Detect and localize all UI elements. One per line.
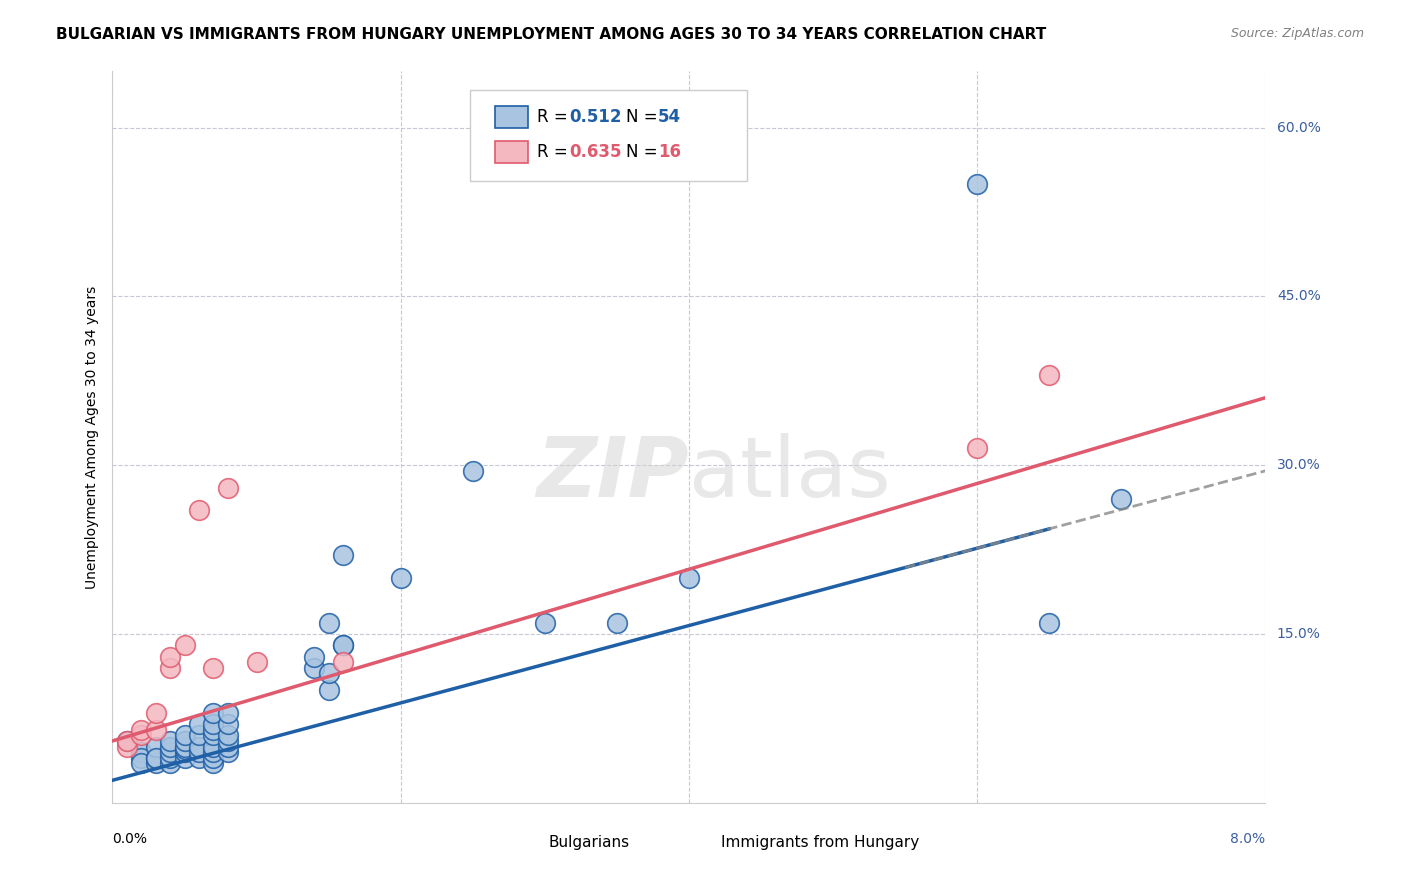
Point — [188, 503, 211, 517]
Point — [173, 728, 195, 742]
Point — [115, 734, 138, 748]
Text: N =: N = — [626, 143, 662, 161]
Point — [159, 649, 181, 664]
Point — [332, 638, 354, 652]
Point — [129, 745, 153, 759]
Point — [304, 661, 326, 675]
Point — [318, 615, 340, 630]
Text: Immigrants from Hungary: Immigrants from Hungary — [721, 835, 920, 850]
Point — [145, 751, 167, 765]
Point — [173, 638, 195, 652]
Point — [1111, 491, 1133, 506]
Point — [129, 756, 153, 771]
Point — [332, 638, 354, 652]
Point — [115, 739, 138, 754]
Point — [173, 745, 195, 759]
FancyBboxPatch shape — [689, 834, 714, 850]
Text: 0.512: 0.512 — [569, 108, 621, 126]
Point — [202, 717, 225, 731]
Point — [606, 615, 628, 630]
Point — [389, 571, 412, 585]
Text: R =: R = — [537, 143, 572, 161]
Point — [966, 442, 988, 456]
Text: Bulgarians: Bulgarians — [548, 835, 630, 850]
Point — [217, 717, 239, 731]
Text: BULGARIAN VS IMMIGRANTS FROM HUNGARY UNEMPLOYMENT AMONG AGES 30 TO 34 YEARS CORR: BULGARIAN VS IMMIGRANTS FROM HUNGARY UNE… — [56, 27, 1046, 42]
Point — [332, 655, 354, 669]
Point — [217, 739, 239, 754]
FancyBboxPatch shape — [495, 106, 527, 128]
Point — [202, 745, 225, 759]
Text: atlas: atlas — [689, 434, 890, 514]
Text: Source: ZipAtlas.com: Source: ZipAtlas.com — [1230, 27, 1364, 40]
Point — [145, 723, 167, 737]
Point — [246, 655, 269, 669]
Point — [188, 739, 211, 754]
Text: ZIP: ZIP — [536, 434, 689, 514]
Point — [188, 745, 211, 759]
Point — [159, 661, 181, 675]
FancyBboxPatch shape — [470, 90, 747, 181]
Point — [332, 548, 354, 562]
Point — [202, 739, 225, 754]
Point — [159, 745, 181, 759]
Point — [159, 756, 181, 771]
Point — [966, 177, 988, 191]
Text: 0.0%: 0.0% — [112, 832, 148, 846]
Text: 15.0%: 15.0% — [1277, 627, 1320, 641]
Text: R =: R = — [537, 108, 572, 126]
Text: 60.0%: 60.0% — [1277, 120, 1320, 135]
Point — [202, 728, 225, 742]
Text: 16: 16 — [658, 143, 681, 161]
Point — [217, 728, 239, 742]
Point — [145, 756, 167, 771]
Point — [159, 739, 181, 754]
Point — [678, 571, 700, 585]
Point — [159, 751, 181, 765]
Text: N =: N = — [626, 108, 662, 126]
Point — [173, 734, 195, 748]
Point — [1038, 615, 1060, 630]
Point — [173, 739, 195, 754]
Point — [129, 728, 153, 742]
Point — [202, 756, 225, 771]
Text: 8.0%: 8.0% — [1230, 832, 1265, 846]
Y-axis label: Unemployment Among Ages 30 to 34 years: Unemployment Among Ages 30 to 34 years — [84, 285, 98, 589]
Point — [217, 706, 239, 720]
Point — [173, 741, 195, 756]
Point — [217, 734, 239, 748]
Point — [1038, 368, 1060, 383]
Point — [145, 739, 167, 754]
Point — [318, 683, 340, 698]
Point — [188, 751, 211, 765]
FancyBboxPatch shape — [516, 834, 541, 850]
Point — [217, 481, 239, 495]
Point — [217, 745, 239, 759]
Point — [202, 661, 225, 675]
Point — [304, 649, 326, 664]
Point — [202, 723, 225, 737]
Point — [129, 751, 153, 765]
Point — [202, 706, 225, 720]
Point — [159, 734, 181, 748]
Text: 0.635: 0.635 — [569, 143, 621, 161]
Point — [202, 751, 225, 765]
Point — [129, 723, 153, 737]
Point — [188, 717, 211, 731]
Point — [145, 706, 167, 720]
Point — [145, 751, 167, 765]
Point — [318, 666, 340, 681]
Point — [173, 751, 195, 765]
Point — [115, 734, 138, 748]
FancyBboxPatch shape — [495, 141, 527, 163]
Text: 30.0%: 30.0% — [1277, 458, 1320, 472]
Text: 45.0%: 45.0% — [1277, 289, 1320, 303]
Text: 54: 54 — [658, 108, 681, 126]
Point — [461, 464, 484, 478]
Point — [533, 615, 555, 630]
Point — [188, 728, 211, 742]
